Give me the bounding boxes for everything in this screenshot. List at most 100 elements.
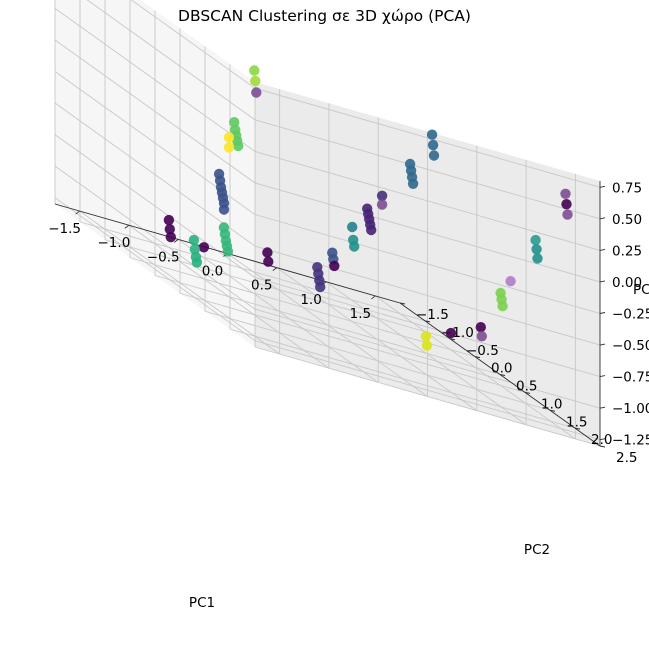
y-tick-mark — [474, 356, 481, 359]
y-tick-mark — [574, 427, 581, 430]
y-tick-mark — [524, 391, 531, 394]
y-tick-label: 2.5 — [616, 450, 637, 466]
x-axis-label: PC1 — [189, 595, 215, 611]
grid-line-y — [204, 310, 551, 411]
y-tick-label: −0.5 — [466, 343, 499, 359]
grid-line-z — [54, 8, 256, 152]
data-point — [198, 242, 210, 253]
y-tick-mark — [424, 320, 431, 323]
data-point — [562, 209, 573, 220]
z-tick-mark — [599, 280, 606, 283]
x-tick-mark — [124, 224, 130, 229]
z-tick-label: −1.25 — [612, 433, 649, 449]
y-tick-label: −1.5 — [416, 307, 449, 323]
data-point — [376, 190, 388, 201]
grid-line-z — [254, 308, 601, 409]
z-tick-mark — [599, 185, 606, 188]
x-tick-mark — [75, 210, 80, 215]
data-point — [445, 327, 457, 339]
chart-title: DBSCAN Clustering σε 3D χώρο (PCA) — [178, 7, 471, 25]
grid-line-y — [79, 221, 426, 322]
grid-line-y — [229, 328, 576, 429]
x-tick-label: 1.5 — [350, 306, 371, 322]
grid-line-z — [254, 150, 601, 251]
x-tick-mark — [272, 267, 278, 272]
y-axis-label: PC2 — [524, 542, 550, 558]
grid-line-z — [54, 134, 256, 278]
data-point — [426, 129, 438, 140]
grid-line-y — [104, 239, 451, 340]
grid-line-z — [54, 165, 256, 310]
data-point — [561, 199, 572, 210]
x-tick-label: 0.5 — [251, 278, 272, 294]
data-point — [262, 247, 273, 258]
grid-line-y — [179, 292, 526, 393]
y-tick-label: 0.0 — [491, 361, 512, 377]
data-point — [163, 214, 175, 226]
data-point — [223, 142, 235, 153]
y-tick-mark — [399, 302, 406, 305]
z-tick-label: −0.50 — [612, 338, 649, 354]
data-point — [428, 150, 440, 161]
grid-line-z — [254, 119, 601, 220]
x-tick-mark — [371, 295, 376, 300]
data-point — [188, 234, 200, 246]
data-point — [250, 75, 261, 87]
data-point — [420, 331, 432, 342]
x-tick-label: −1.0 — [98, 235, 131, 251]
x-tick-label: 1.0 — [300, 292, 321, 308]
z-tick-mark — [599, 438, 606, 441]
z-axis-label: PC — [633, 282, 649, 298]
z-tick-label: 0.75 — [612, 180, 642, 196]
y-tick-mark — [599, 445, 606, 448]
z-tick-label: −0.75 — [612, 370, 649, 386]
grid-line-y — [129, 257, 476, 358]
data-point — [329, 260, 340, 272]
x-tick-label: −1.5 — [48, 221, 81, 237]
y-tick-label: 0.5 — [516, 379, 537, 395]
grid-line-z — [54, 102, 256, 247]
data-point — [218, 204, 230, 215]
z-tick-mark — [599, 406, 606, 409]
data-point — [505, 276, 516, 287]
data-point — [229, 117, 240, 128]
data-point — [263, 256, 274, 267]
data-point — [407, 178, 419, 189]
data-point — [191, 257, 203, 268]
z-tick-mark — [599, 248, 606, 251]
data-point — [497, 301, 508, 312]
y-tick-label: 2.0 — [591, 432, 612, 448]
x-tick-label: −0.5 — [147, 249, 180, 265]
z-tick-mark — [599, 343, 606, 346]
grid-line-z — [254, 340, 601, 441]
grid-line-z — [54, 197, 256, 342]
grid-lines — [54, 0, 601, 447]
y-tick-label: 1.5 — [566, 414, 587, 430]
data-point — [223, 132, 235, 143]
data-point — [532, 253, 543, 264]
data-point — [251, 87, 262, 98]
z-tick-label: −0.25 — [612, 307, 649, 323]
grid-line-y — [254, 346, 601, 447]
data-point — [427, 139, 439, 151]
grid-line-z — [86, 0, 256, 121]
data-points — [163, 65, 573, 351]
tick-labels: −1.5−1.0−0.50.00.51.01.5 −1.5−1.0−0.50.00… — [48, 180, 649, 466]
y-tick-mark — [499, 374, 506, 376]
data-point — [233, 140, 244, 152]
x-tick-label: 0.0 — [202, 264, 223, 280]
data-point — [530, 234, 541, 246]
data-point — [366, 224, 377, 236]
data-point — [165, 231, 176, 243]
data-point — [222, 246, 234, 257]
data-point — [315, 281, 326, 293]
data-point — [249, 65, 260, 76]
y-tick-mark — [449, 338, 456, 341]
data-point — [164, 224, 175, 235]
grid-line-z — [254, 182, 601, 283]
z-tick-label: −1.00 — [612, 401, 649, 417]
data-point — [475, 322, 486, 333]
data-point — [560, 188, 571, 199]
z-tick-mark — [599, 312, 606, 314]
